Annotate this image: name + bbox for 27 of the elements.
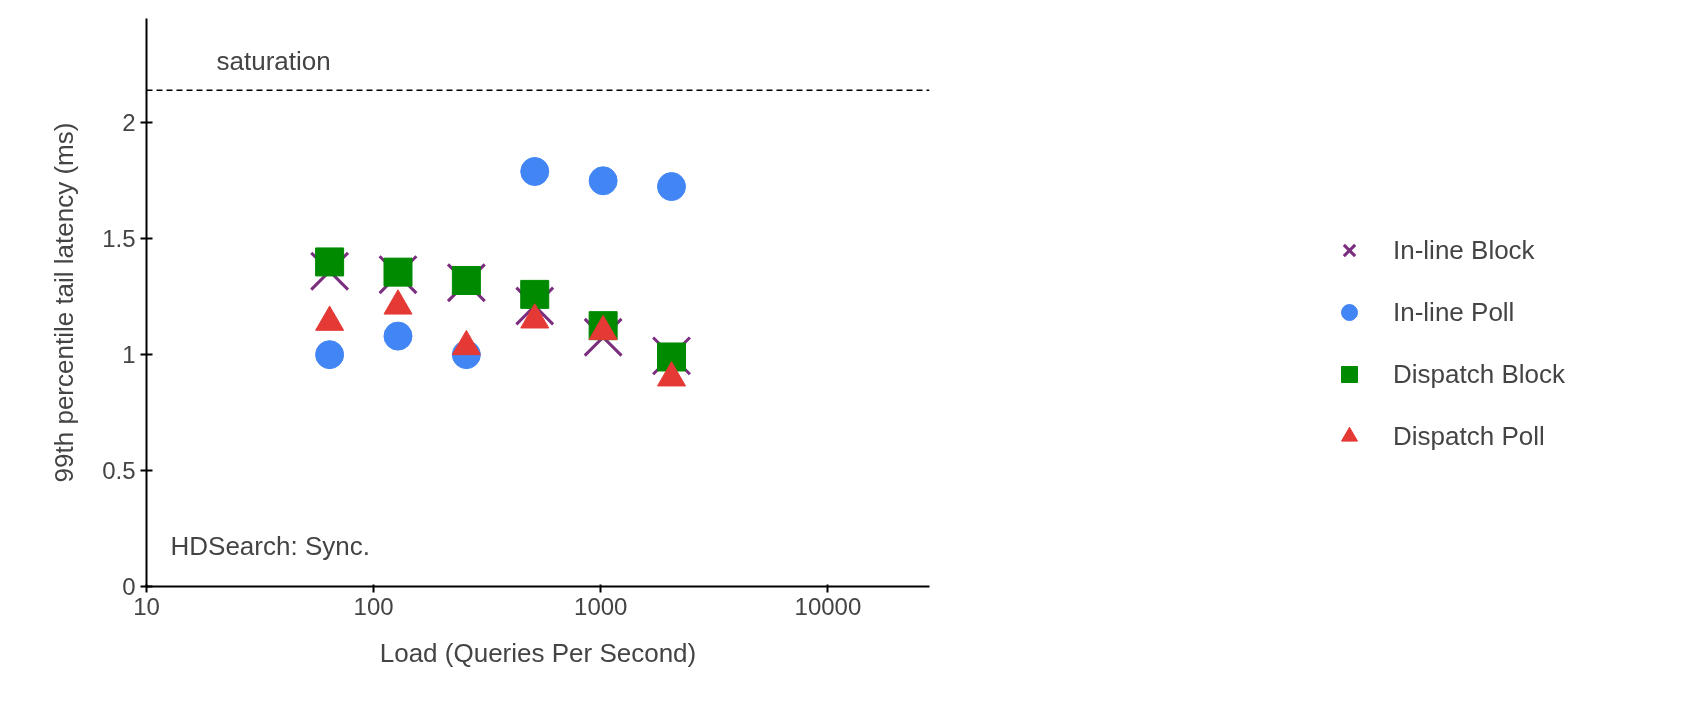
ref-line-label: saturation [216,46,331,77]
point [383,257,413,287]
point [315,340,345,370]
legend-label: Dispatch Poll [1393,420,1545,452]
y-tick-label: 2 [122,109,136,137]
y-tick-label: 0.5 [102,457,136,485]
point [588,166,618,196]
point [520,157,550,186]
point [520,279,550,309]
x-axis-title: Load (Queries Per Second) [379,637,697,668]
x-tick-label: 10000 [794,592,862,620]
point [451,265,481,295]
legend-label: Dispatch Block [1393,358,1565,390]
point [315,247,345,277]
y-tick-label: 1 [122,341,136,369]
x-tick-label: 100 [353,592,394,620]
y-axis-title: 99th percentile tail latency (ms) [49,122,80,483]
legend-label: In-line Block [1393,234,1535,266]
point [657,342,686,372]
legend-label: In-line Poll [1393,296,1515,328]
point [383,321,413,351]
y-tick-label: 0 [122,573,136,600]
x-tick-label: 1000 [574,592,628,620]
annotation: HDSearch: Sync. [170,530,370,561]
x-tick-label: 10 [133,592,160,620]
point [657,172,686,202]
y-tick-label: 1.5 [102,225,136,253]
